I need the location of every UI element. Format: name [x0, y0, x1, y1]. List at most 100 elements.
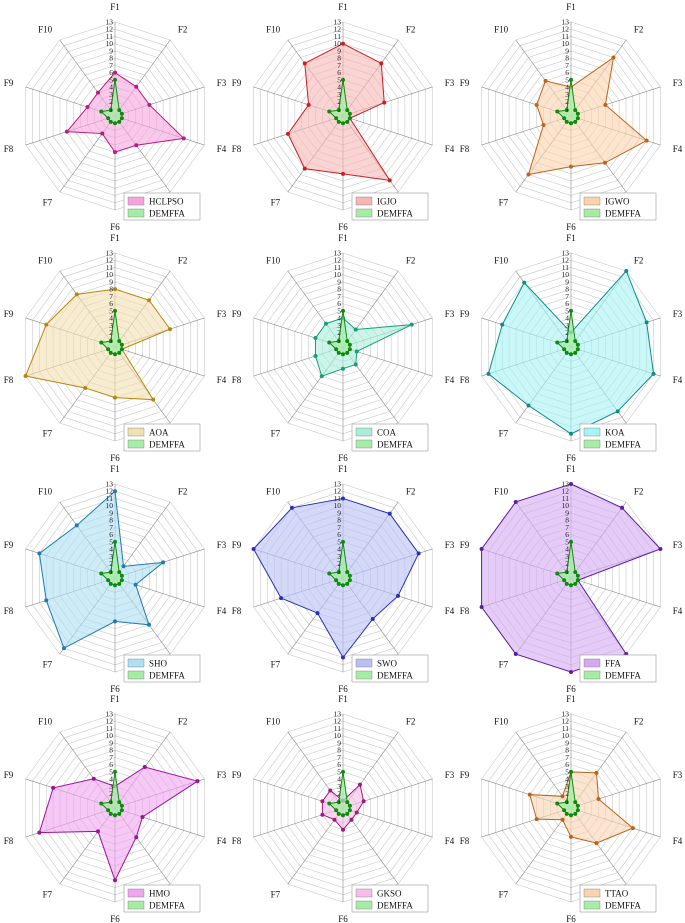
- radial-tick-label: 11: [562, 32, 569, 41]
- legend-swatch-swo: [355, 658, 373, 667]
- data-point-demffa: [336, 350, 341, 355]
- legend-label-demffa: DEMFFA: [605, 670, 641, 680]
- radial-tick-label: 4: [565, 313, 569, 322]
- radial-tick-label: 4: [337, 775, 341, 784]
- radial-tick-label: 7: [565, 522, 569, 531]
- radial-tick-label: 7: [109, 522, 113, 531]
- data-point-ttao: [596, 797, 601, 802]
- data-point-ffa: [658, 546, 663, 551]
- radial-tick-label: 13: [334, 248, 342, 257]
- legend-label-swo: SWO: [377, 658, 398, 668]
- axis-label-f6: F6: [110, 453, 120, 463]
- grid-spoke: [570, 577, 661, 607]
- axis-label-f3: F3: [217, 309, 227, 319]
- radial-tick-label: 13: [106, 710, 114, 719]
- radial-tick-label: 5: [109, 306, 113, 315]
- data-point-gkso: [332, 817, 337, 822]
- data-point-demffa: [573, 350, 578, 355]
- axis-label-f7: F7: [43, 659, 53, 669]
- data-point-demffa: [341, 308, 345, 313]
- data-point-sho: [161, 559, 166, 564]
- data-point-demffa: [564, 350, 569, 355]
- data-point-aoa: [168, 326, 173, 331]
- data-point-swo: [251, 546, 256, 551]
- radial-tick-label: 9: [337, 277, 341, 286]
- axis-label-f6: F6: [338, 453, 348, 463]
- radial-tick-label: 8: [565, 746, 569, 755]
- radial-tick-label: 5: [109, 768, 113, 777]
- axis-label-f9: F9: [4, 770, 14, 780]
- axis-label-f2: F2: [634, 486, 644, 496]
- data-point-gkso: [361, 799, 366, 804]
- data-point-gkso: [320, 799, 325, 804]
- data-point-ffa: [479, 546, 484, 551]
- radial-tick-label: 7: [109, 61, 113, 70]
- data-point-ttao: [630, 826, 635, 831]
- radial-tick-label: 8: [109, 515, 113, 524]
- data-point-gkso: [349, 817, 354, 822]
- data-point-demffa: [336, 812, 341, 817]
- radar-chart-svg: 12345678910111213F1F2F3F4F5F6F7F8F9F10GK…: [232, 694, 455, 923]
- data-point-hmo: [140, 815, 145, 820]
- radial-tick-label: 13: [562, 710, 570, 719]
- radial-tick-label: 1: [109, 104, 113, 113]
- legend-label-demffa: DEMFFA: [605, 439, 641, 449]
- data-point-koa: [500, 322, 505, 327]
- data-point-sho: [147, 622, 152, 627]
- radial-tick-label: 2: [109, 559, 113, 568]
- grid-spoke: [114, 346, 205, 377]
- axis-label-f8: F8: [460, 606, 470, 616]
- data-point-demffa: [573, 812, 578, 817]
- data-point-demffa: [119, 808, 124, 813]
- data-point-igjo: [341, 41, 345, 46]
- data-point-demffa: [555, 340, 560, 345]
- radial-tick-label: 3: [109, 551, 113, 560]
- axis-label-f3: F3: [217, 770, 227, 780]
- radar-chart-svg: 12345678910111213F1F2F3F4F5F6F7F8F9F10IG…: [460, 2, 683, 232]
- data-point-sho: [44, 597, 49, 602]
- radial-tick-label: 11: [562, 263, 569, 272]
- radial-tick-label: 2: [109, 789, 113, 798]
- data-point-demffa: [99, 109, 104, 114]
- radial-tick-label: 4: [109, 83, 113, 92]
- legend-swatch-demffa: [127, 208, 145, 218]
- data-point-demffa: [99, 340, 104, 345]
- data-point-demffa: [569, 308, 573, 313]
- legend: IGJO DEMFFA: [351, 192, 429, 221]
- axis-label-f9: F9: [232, 78, 242, 88]
- data-point-sho: [121, 563, 126, 568]
- data-point-demffa: [569, 351, 573, 356]
- radial-tick-label: 6: [565, 530, 569, 539]
- data-point-gkso: [354, 810, 359, 815]
- data-point-demffa: [334, 808, 339, 813]
- legend-label-demffa: DEMFFA: [377, 209, 413, 219]
- data-point-aoa: [44, 322, 49, 327]
- radial-tick-label: 10: [562, 731, 570, 740]
- data-point-demffa: [562, 808, 567, 813]
- data-point-demffa: [327, 340, 332, 345]
- data-point-koa: [651, 371, 656, 376]
- data-point-swo: [279, 595, 284, 600]
- axis-label-f8: F8: [460, 836, 470, 846]
- data-point-demffa: [575, 346, 580, 351]
- radial-tick-label: 11: [562, 724, 569, 733]
- radial-tick-label: 8: [565, 284, 569, 293]
- radial-tick-label: 1: [337, 797, 341, 806]
- radial-tick-label: 11: [106, 32, 113, 41]
- data-point-demffa: [573, 108, 578, 113]
- radial-tick-label: 4: [337, 83, 341, 92]
- radial-tick-label: 3: [109, 90, 113, 99]
- data-point-demffa: [569, 77, 573, 82]
- radial-tick-label: 6: [337, 530, 341, 539]
- axis-label-f6: F6: [566, 222, 576, 232]
- legend-swatch-igjo: [355, 196, 373, 206]
- radial-tick-label: 4: [565, 83, 569, 92]
- data-point-demffa: [573, 569, 578, 574]
- legend: KOA DEMFFA: [579, 423, 657, 452]
- radial-tick-label: 5: [565, 75, 569, 84]
- legend-swatch-sho: [127, 658, 145, 667]
- radial-tick-label: 11: [106, 493, 113, 502]
- radial-tick-label: 13: [106, 479, 114, 488]
- radial-tick-label: 2: [337, 789, 341, 798]
- legend-label-koa: KOA: [605, 427, 625, 437]
